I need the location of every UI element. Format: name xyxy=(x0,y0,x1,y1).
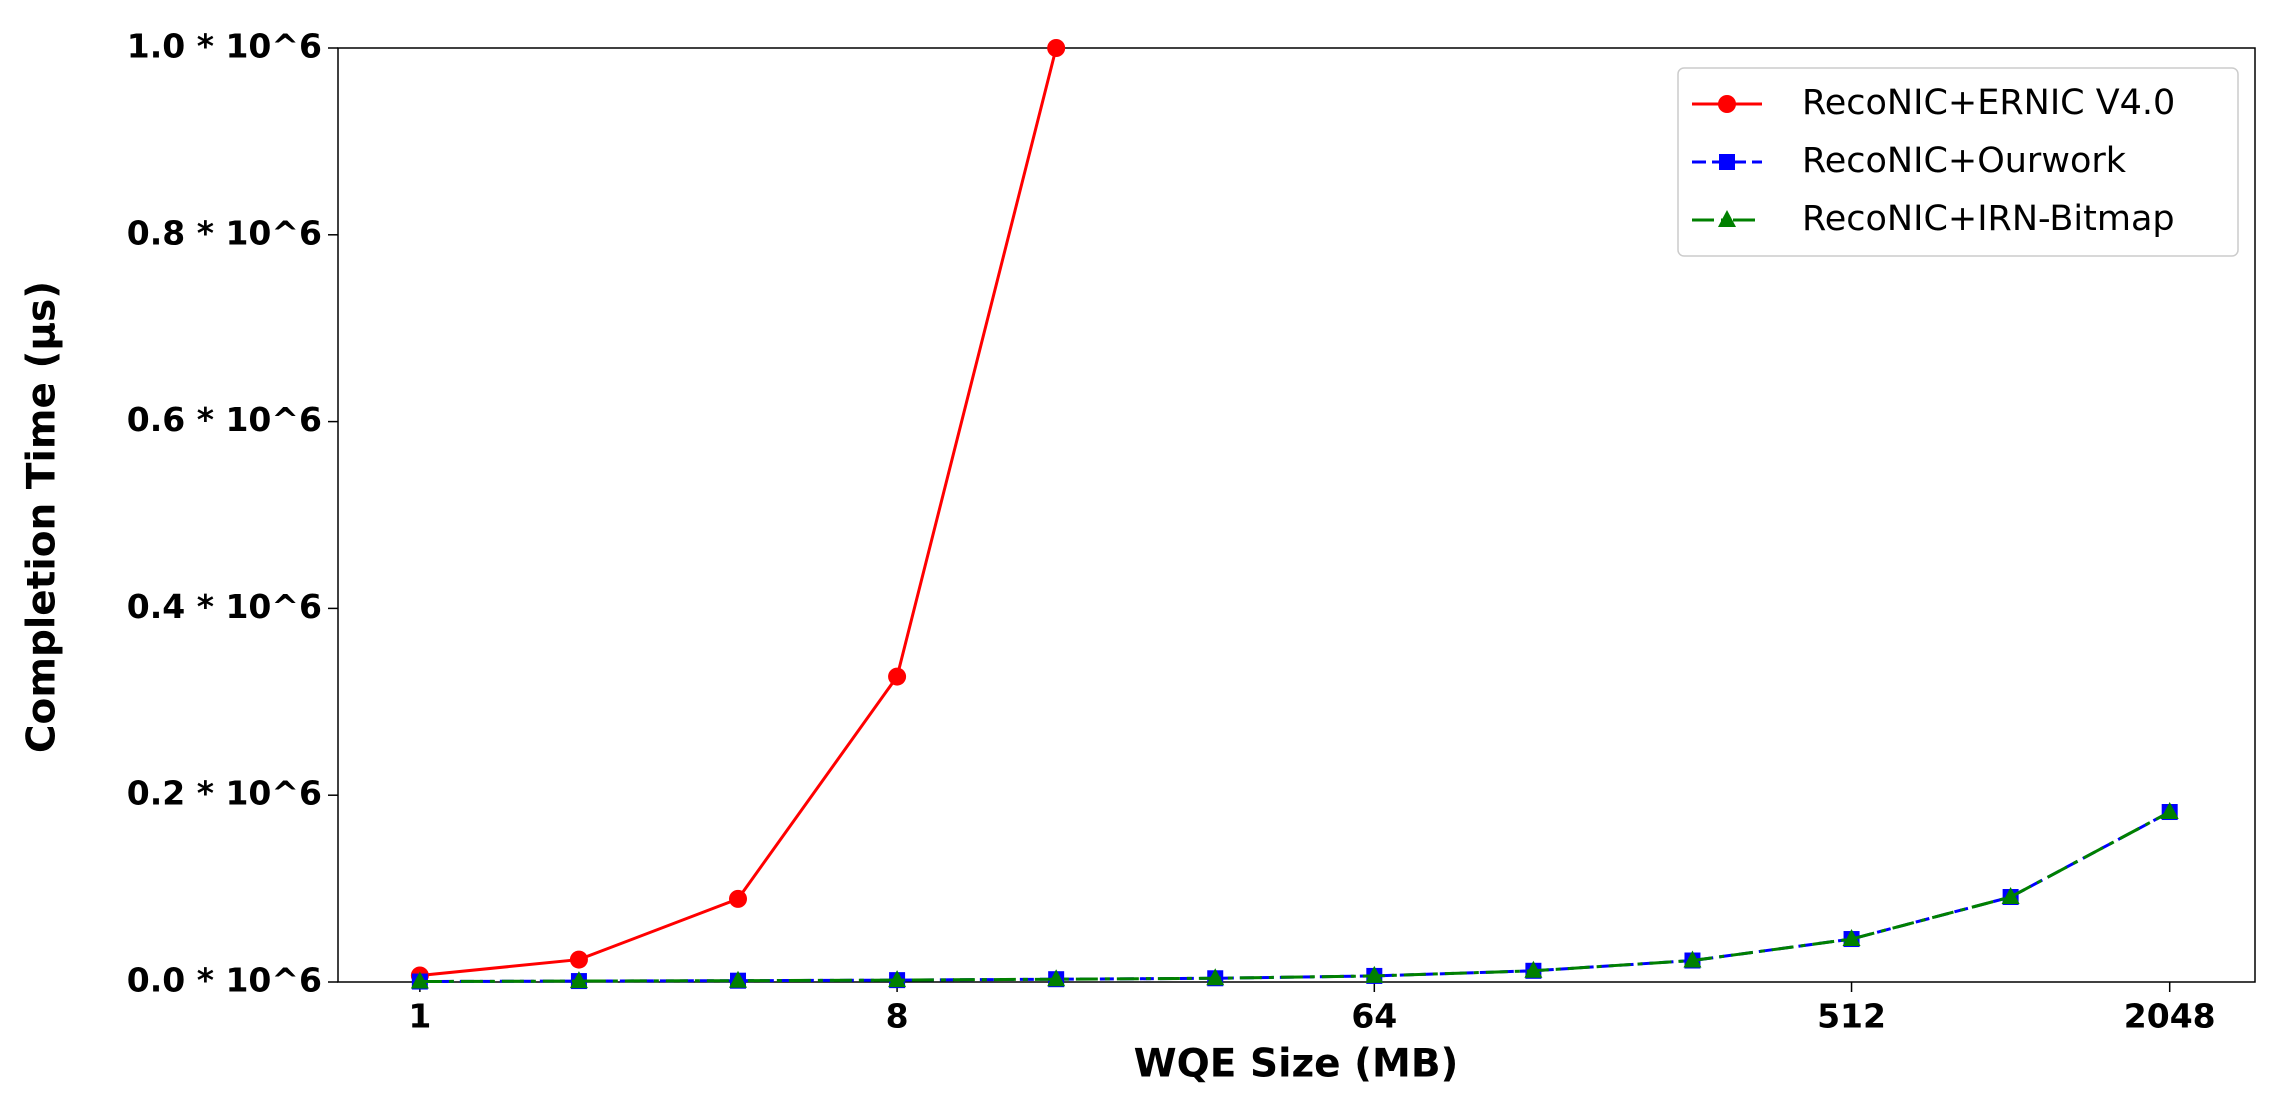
x-tick-label: 64 xyxy=(1351,997,1397,1036)
legend-label: RecoNIC+IRN-Bitmap xyxy=(1802,199,2175,239)
y-tick-label: 0.4 * 10^6 xyxy=(127,587,322,626)
x-tick-label: 2048 xyxy=(2124,997,2216,1036)
y-axis-title: Completion Time (µs) xyxy=(20,281,65,753)
series-line xyxy=(419,810,2171,984)
legend-label: RecoNIC+ERNIC V4.0 xyxy=(1802,83,2175,123)
marker xyxy=(1719,154,1735,170)
legend-label: RecoNIC+Ourwork xyxy=(1802,141,2127,181)
marker xyxy=(410,971,429,989)
marker xyxy=(888,970,907,988)
marker xyxy=(1683,950,1702,968)
x-axis-title: WQE Size (MB) xyxy=(1134,1042,1459,1087)
marker xyxy=(569,950,588,969)
marker xyxy=(1524,960,1543,978)
marker xyxy=(2001,887,2020,905)
series-line xyxy=(419,47,1058,977)
y-tick-label: 0.8 * 10^6 xyxy=(127,213,322,252)
marker xyxy=(1047,969,1066,987)
marker xyxy=(729,970,748,988)
marker xyxy=(2160,802,2179,820)
plot-frame xyxy=(337,47,2256,983)
x-tick-label: 512 xyxy=(1817,997,1886,1036)
y-tick-label: 0.2 * 10^6 xyxy=(127,774,322,813)
marker xyxy=(1206,968,1225,986)
marker xyxy=(729,889,748,908)
y-tick-label: 0.6 * 10^6 xyxy=(127,400,322,439)
marker xyxy=(1718,210,1736,227)
series-line xyxy=(419,810,2171,984)
y-tick-label: 1.0 * 10^6 xyxy=(127,27,322,66)
marker xyxy=(1842,929,1861,947)
marker xyxy=(888,667,907,686)
marker xyxy=(1047,39,1066,57)
marker xyxy=(1365,965,1384,983)
x-tick-label: 1 xyxy=(408,997,431,1036)
x-tick-label: 8 xyxy=(886,997,909,1036)
marker xyxy=(569,971,588,989)
y-tick-label: 0.0 * 10^6 xyxy=(127,961,322,1000)
legend-box xyxy=(1677,67,2239,257)
marker xyxy=(1718,95,1736,113)
